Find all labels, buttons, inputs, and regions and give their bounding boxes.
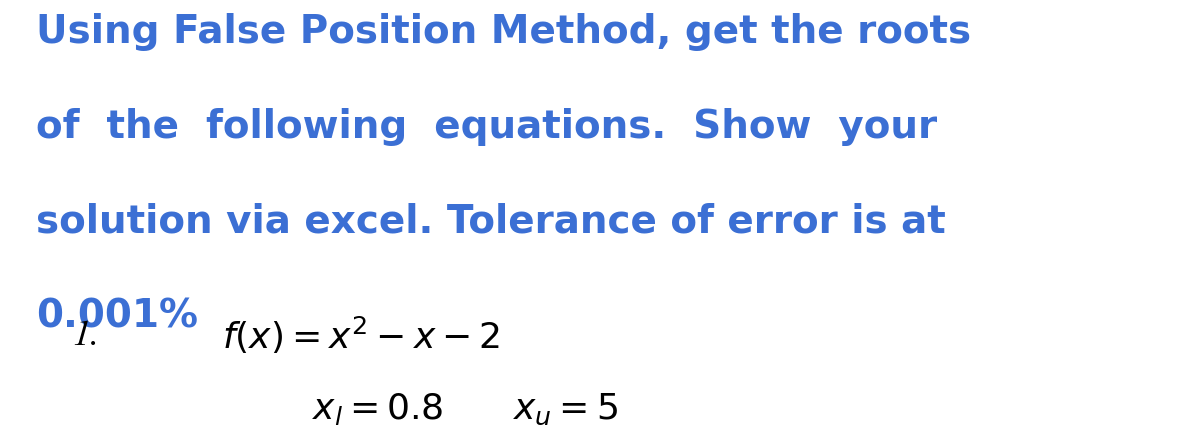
Text: $x_l = 0.8 \quad\quad x_u = 5$: $x_l = 0.8 \quad\quad x_u = 5$ [312, 391, 618, 426]
Text: solution via excel. Tolerance of error is at: solution via excel. Tolerance of error i… [36, 202, 946, 240]
Text: $f(x) = x^2 - x - 2$: $f(x) = x^2 - x - 2$ [222, 315, 500, 356]
Text: of  the  following  equations.  Show  your: of the following equations. Show your [36, 108, 937, 145]
Text: 0.001%: 0.001% [36, 297, 198, 335]
Text: 1.: 1. [72, 319, 100, 351]
Text: Using False Position Method, get the roots: Using False Position Method, get the roo… [36, 13, 971, 51]
